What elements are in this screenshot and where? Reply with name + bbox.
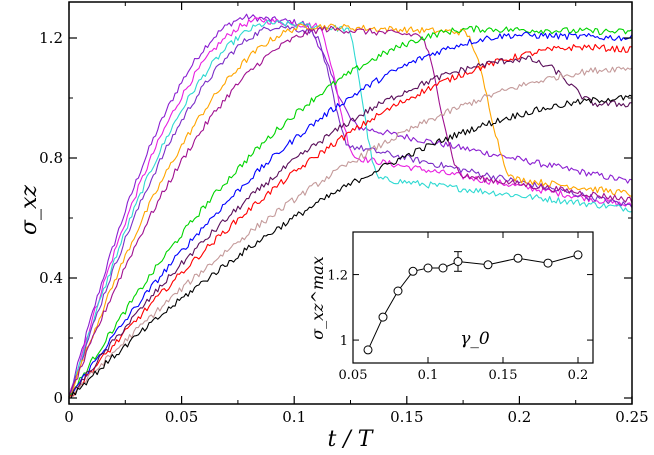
inset-data-point <box>573 250 583 260</box>
inset-data-point <box>438 263 448 273</box>
y-tick-label: 0.8 <box>39 149 63 167</box>
inset-data-point <box>453 257 463 266</box>
series-line <box>68 66 633 399</box>
x-tick-label: 0.05 <box>165 408 198 426</box>
inset-x-tick-label: 0.2 <box>568 368 589 383</box>
y-tick-label: 0.4 <box>39 269 63 287</box>
inset-x-tick-label: 0.05 <box>339 368 368 383</box>
x-axis-label: t / T <box>328 427 375 452</box>
main-series-group <box>68 13 633 399</box>
inset-y-tick-label: 1 <box>340 334 348 349</box>
inset-y-tick-label: 1.2 <box>327 269 348 284</box>
x-tick-label: 0.2 <box>507 408 531 426</box>
inset-data-point <box>513 253 523 263</box>
series-line <box>68 31 633 399</box>
inset-x-tick-label: 0.15 <box>489 368 518 383</box>
series-line <box>68 25 633 399</box>
x-tick-label: 0 <box>64 408 74 426</box>
y-tick-label: 0 <box>53 389 63 407</box>
series-line <box>69 55 632 399</box>
inset-data-point <box>378 312 388 322</box>
y-tick-label: 1.2 <box>39 29 63 47</box>
series-line <box>68 23 633 399</box>
series-line <box>68 25 633 399</box>
series-line <box>68 16 633 399</box>
x-tick-label: 0.25 <box>615 408 648 426</box>
x-tick-label: 0.1 <box>282 408 306 426</box>
series-line <box>68 43 632 399</box>
inset-data-point <box>363 345 373 355</box>
y-axis-label: σ_xz <box>17 185 42 235</box>
inset-y-axis-label: σ_xz^max <box>308 256 327 340</box>
inset-series-group <box>363 250 583 355</box>
inset-data-point <box>483 260 493 270</box>
inset-x-tick-label: 0.1 <box>418 368 439 383</box>
inset-data-point <box>408 266 418 276</box>
inset-background <box>353 232 593 363</box>
series-line <box>69 94 633 399</box>
inset-data-point <box>393 286 403 296</box>
inset-axes-group: 0.05 0.1 0.15 0.2 1 1.2 <box>327 232 593 383</box>
inset-frame <box>352 231 594 364</box>
inset-x-axis-label: γ_0 <box>460 329 490 349</box>
inset-data-point <box>423 263 433 273</box>
main-axes-group: 0 0.05 0.1 0.15 0.2 0.25 0 0.4 0.8 1.2 <box>39 2 649 426</box>
series-line <box>68 19 633 399</box>
inset-data-point <box>543 258 553 268</box>
series-line <box>68 13 633 399</box>
x-tick-label: 0.15 <box>390 408 423 426</box>
